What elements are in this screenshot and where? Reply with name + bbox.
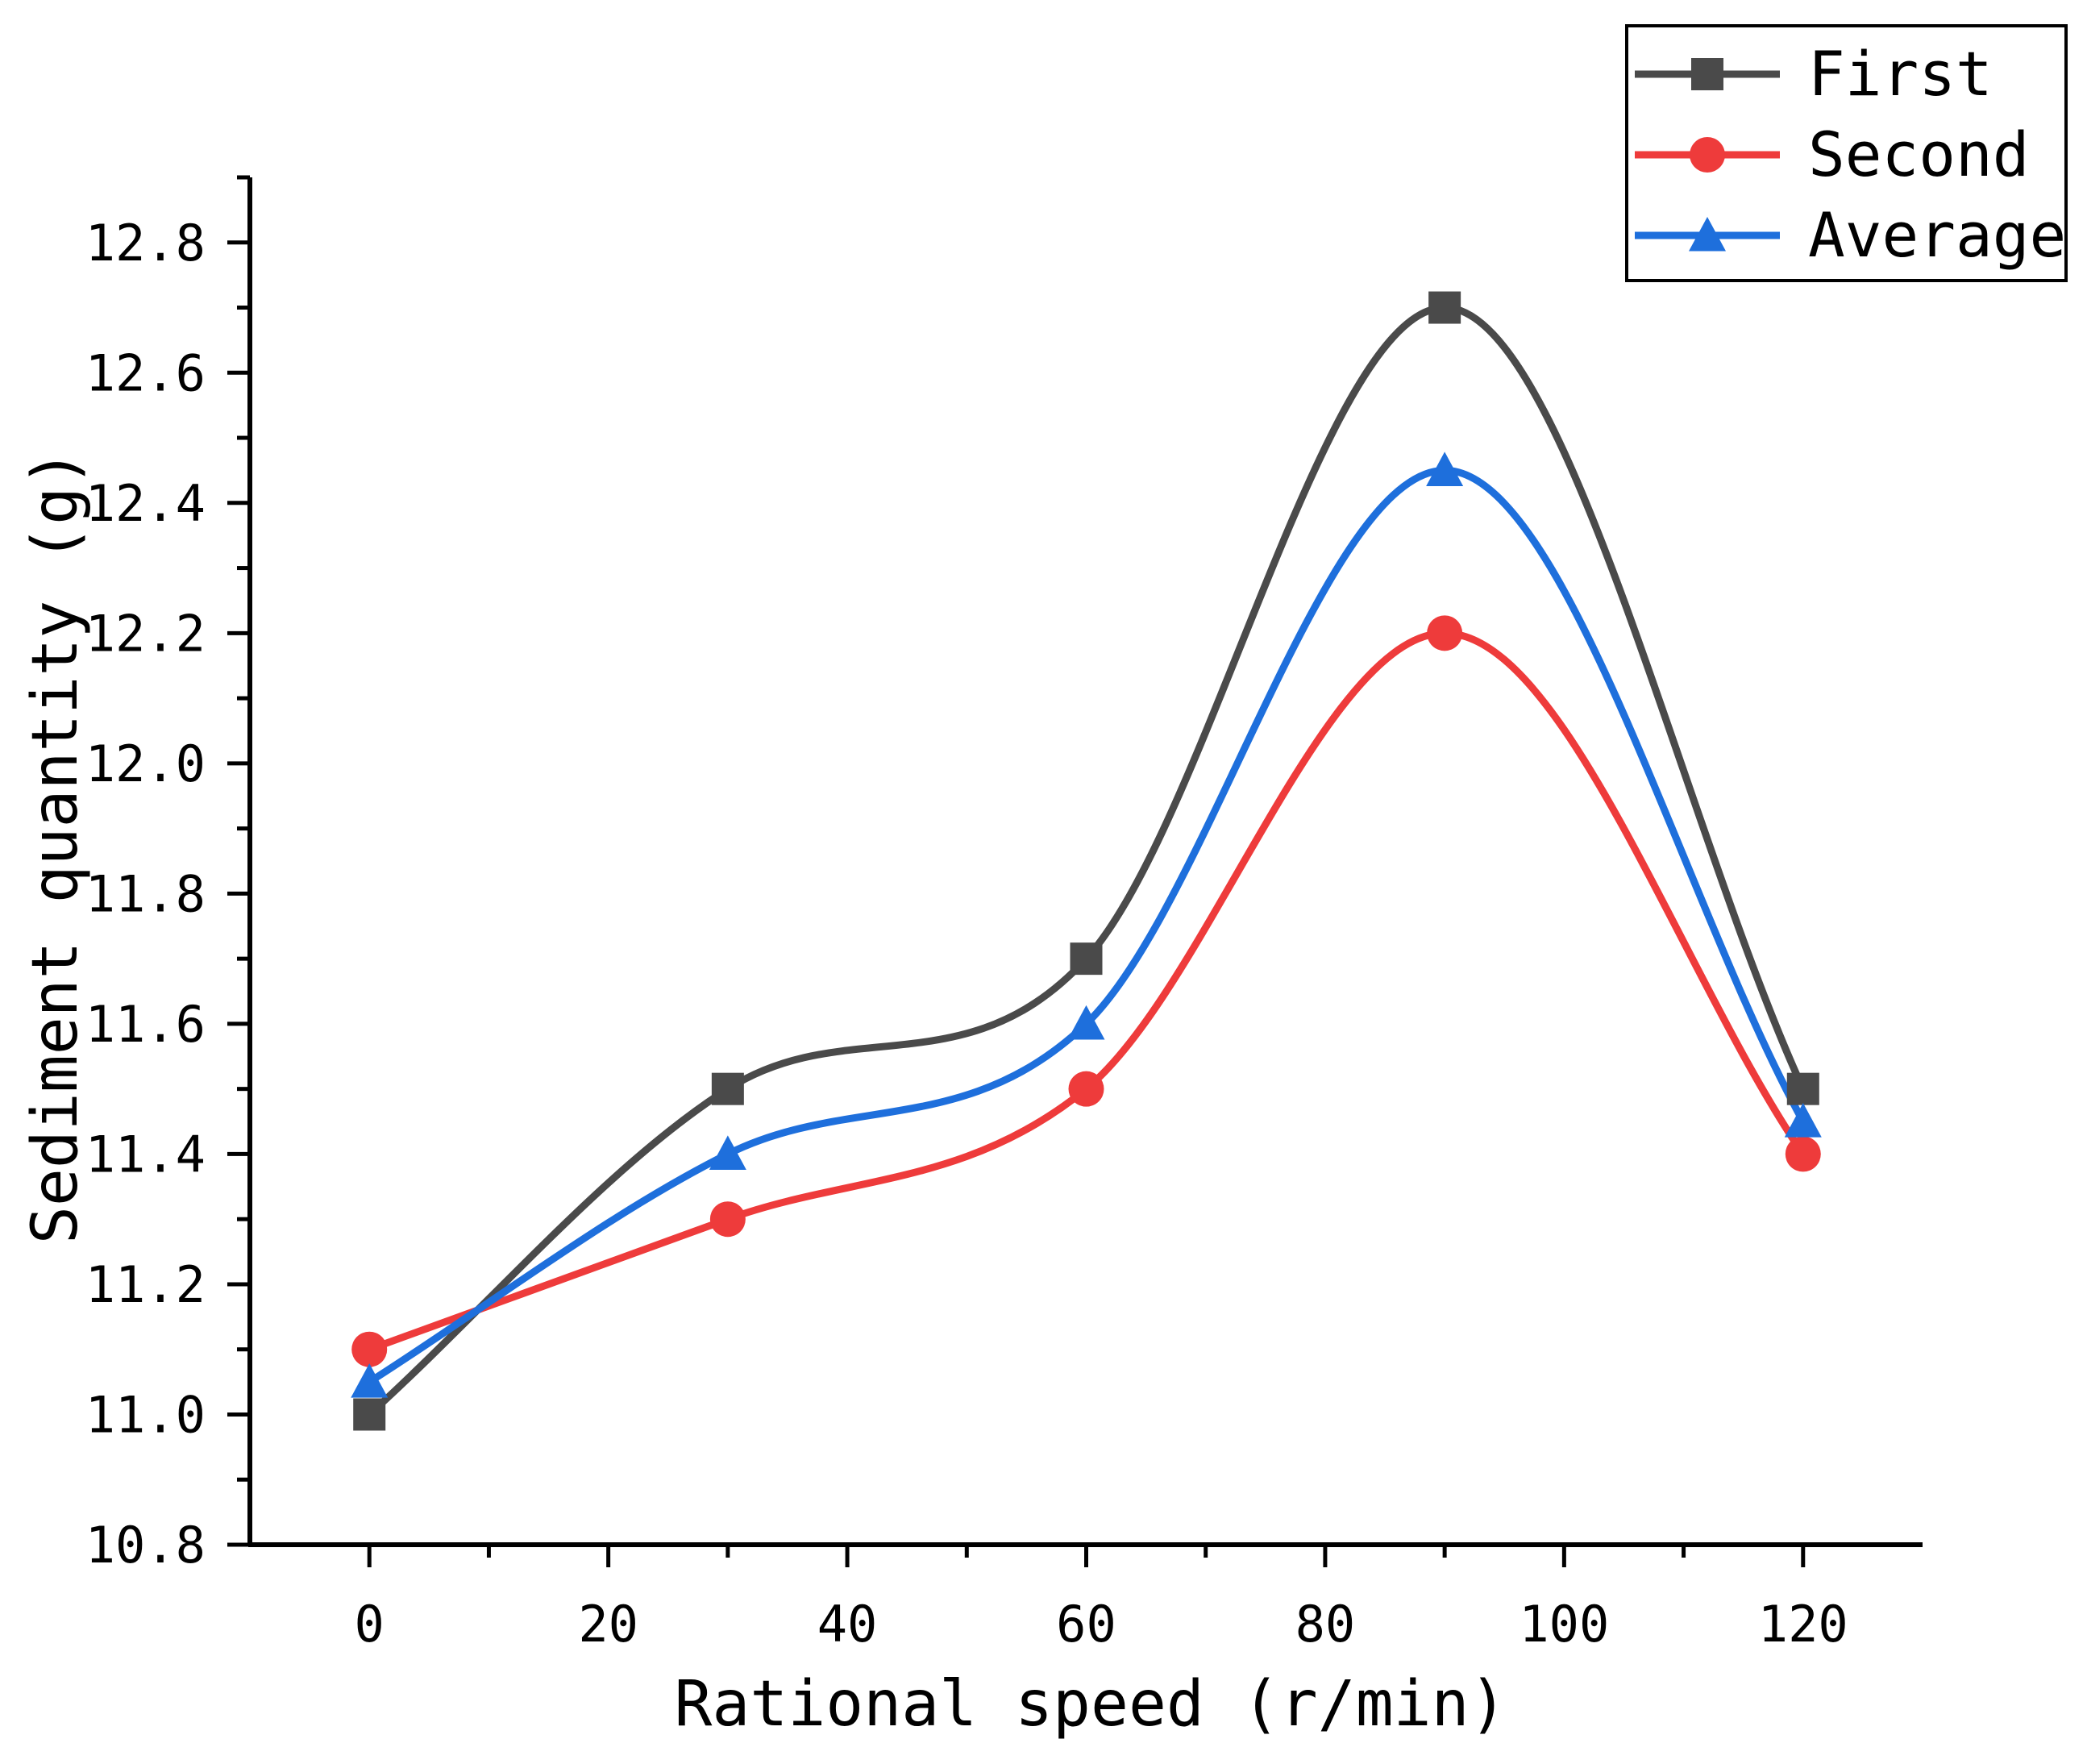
series-second	[368, 629, 1806, 1353]
y-tick-label: 12.4	[85, 474, 206, 533]
series-line	[367, 304, 1806, 1417]
x-tick-label: 20	[578, 1595, 638, 1654]
y-tick-label: 12.8	[85, 214, 206, 273]
legend-label: Average	[1808, 199, 2066, 271]
data-point-square	[1428, 291, 1461, 324]
y-tick-label: 11.8	[85, 864, 206, 923]
data-point-square	[711, 1072, 744, 1105]
series-first	[367, 304, 1806, 1417]
series-markers-average	[351, 451, 1822, 1398]
legend-item-average: Average	[1635, 199, 2066, 271]
x-axis-label: Rational speed (r/min)	[674, 1668, 1507, 1741]
data-point-circle	[1690, 137, 1725, 173]
x-tick-label: 0	[355, 1595, 385, 1654]
series-line	[368, 629, 1806, 1353]
data-point-circle	[351, 1331, 388, 1367]
y-tick-label: 11.6	[85, 995, 206, 1054]
legend-item-second: Second	[1635, 119, 2030, 190]
data-point-circle	[709, 1201, 746, 1238]
x-tick-label: 80	[1295, 1595, 1356, 1654]
legend-label: Second	[1808, 119, 2030, 190]
series-markers-second	[351, 615, 1821, 1367]
data-point-circle	[1068, 1071, 1104, 1107]
y-axis-label: Sediment quantity (g)	[19, 449, 92, 1244]
data-point-square	[353, 1398, 386, 1431]
data-point-triangle	[1784, 1103, 1822, 1138]
legend-item-first: First	[1635, 38, 1993, 110]
data-point-triangle	[1689, 217, 1726, 252]
series-line	[367, 466, 1806, 1385]
x-tick-label: 40	[817, 1595, 878, 1654]
series-markers-first	[353, 291, 1819, 1431]
x-tick-label: 100	[1519, 1595, 1609, 1654]
data-point-square	[1786, 1072, 1819, 1105]
x-tick-label: 60	[1056, 1595, 1116, 1654]
data-point-triangle	[1426, 451, 1464, 486]
data-point-circle	[1785, 1136, 1821, 1172]
data-point-square	[1691, 58, 1723, 90]
y-tick-label: 12.0	[85, 734, 206, 793]
legend: First Second Average	[1625, 24, 2068, 282]
y-tick-label: 11.0	[85, 1385, 206, 1444]
axes: 0 20 40 60 80 100 120 10.8 11.0 11.2 11.4 11.6 11.8 1…	[85, 175, 1923, 1654]
y-tick-label: 12.2	[85, 604, 206, 663]
data-point-triangle	[351, 1363, 389, 1398]
series-layer	[351, 291, 1822, 1431]
x-tick-label: 120	[1758, 1595, 1848, 1654]
data-point-triangle	[1067, 1005, 1105, 1040]
y-tick-label: 12.6	[85, 343, 206, 402]
y-tick-label: 11.2	[85, 1255, 206, 1314]
y-tick-label: 10.8	[85, 1516, 206, 1575]
data-point-triangle	[709, 1135, 746, 1170]
data-point-square	[1070, 942, 1103, 976]
series-average	[367, 466, 1806, 1385]
data-point-circle	[1427, 615, 1463, 651]
y-tick-label: 11.4	[85, 1125, 206, 1184]
legend-label: First	[1808, 38, 1993, 110]
